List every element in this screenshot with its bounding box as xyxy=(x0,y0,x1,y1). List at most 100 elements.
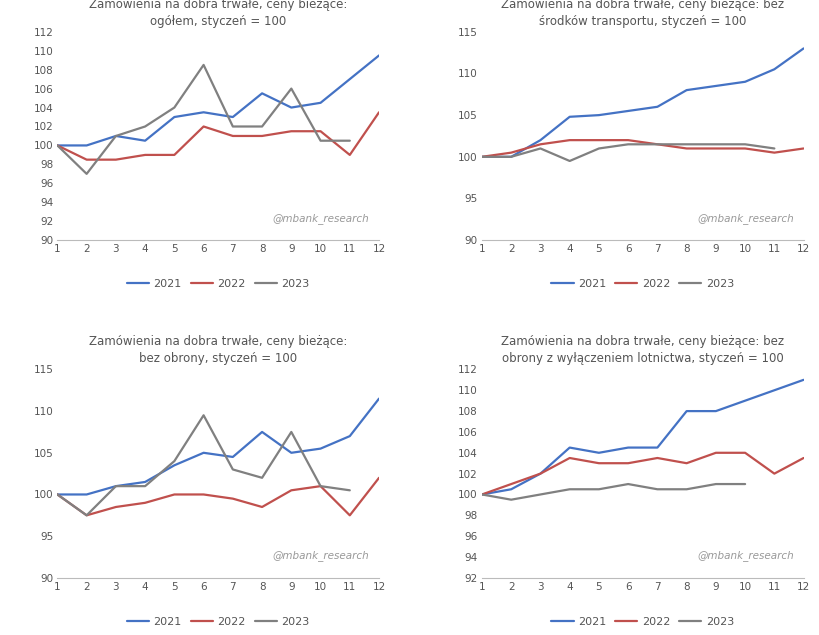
2022 xyxy=(373,474,383,481)
2021 xyxy=(373,395,383,403)
Line: 2022: 2022 xyxy=(482,140,803,157)
2021 xyxy=(535,470,545,478)
2021 xyxy=(768,387,778,394)
2022 xyxy=(286,128,296,135)
2022 xyxy=(798,454,808,462)
2022 xyxy=(505,149,515,156)
2023 xyxy=(505,153,515,161)
2023 xyxy=(710,480,720,488)
2023 xyxy=(681,485,690,493)
Text: @mbank_research: @mbank_research xyxy=(696,551,793,561)
2023 xyxy=(286,428,296,436)
2021 xyxy=(52,491,62,498)
2021 xyxy=(170,462,179,469)
Title: Zamówienia na dobra trwałe, ceny bieżące:
bez obrony, styczeń = 100: Zamówienia na dobra trwałe, ceny bieżące… xyxy=(89,335,347,366)
2022 xyxy=(477,153,486,161)
2022 xyxy=(798,145,808,152)
2022 xyxy=(170,151,179,159)
2021 xyxy=(52,142,62,149)
2021 xyxy=(82,491,92,498)
Line: 2021: 2021 xyxy=(57,55,378,145)
2021 xyxy=(798,44,808,52)
2022 xyxy=(740,145,749,152)
2021 xyxy=(505,485,515,493)
2023 xyxy=(593,145,603,152)
2023 xyxy=(768,145,778,152)
2021 xyxy=(710,407,720,415)
2022 xyxy=(710,145,720,152)
2023 xyxy=(622,140,632,148)
2021 xyxy=(345,76,355,83)
2022 xyxy=(652,140,662,148)
2021 xyxy=(315,99,325,107)
2023 xyxy=(740,480,749,488)
Legend: 2021, 2022, 2023: 2021, 2022, 2023 xyxy=(551,617,733,627)
2021 xyxy=(622,444,632,451)
2023 xyxy=(505,496,515,504)
Legend: 2021, 2022, 2023: 2021, 2022, 2023 xyxy=(127,617,309,627)
2021 xyxy=(286,449,296,457)
2022 xyxy=(111,503,120,511)
2021 xyxy=(140,478,150,486)
2023 xyxy=(564,157,574,165)
2022 xyxy=(228,132,238,140)
2023 xyxy=(345,486,355,494)
2022 xyxy=(593,459,603,467)
2022 xyxy=(198,491,208,498)
2023 xyxy=(198,61,208,69)
2023 xyxy=(315,137,325,145)
Line: 2023: 2023 xyxy=(482,144,773,161)
2022 xyxy=(82,512,92,519)
2021 xyxy=(593,449,603,457)
Text: @mbank_research: @mbank_research xyxy=(272,213,369,224)
2021 xyxy=(286,104,296,111)
Line: 2021: 2021 xyxy=(57,399,378,495)
2022 xyxy=(345,151,355,159)
2022 xyxy=(535,470,545,478)
2021 xyxy=(111,483,120,490)
2022 xyxy=(681,459,690,467)
2023 xyxy=(593,485,603,493)
2021 xyxy=(798,376,808,384)
2023 xyxy=(710,140,720,148)
2021 xyxy=(564,113,574,121)
2023 xyxy=(52,491,62,498)
2023 xyxy=(257,474,267,481)
2021 xyxy=(768,65,778,73)
Line: 2022: 2022 xyxy=(57,112,378,159)
2022 xyxy=(768,470,778,478)
2023 xyxy=(228,123,238,130)
2022 xyxy=(740,449,749,457)
Line: 2022: 2022 xyxy=(482,453,803,495)
2022 xyxy=(52,491,62,498)
2021 xyxy=(622,107,632,115)
Title: Zamówienia na dobra trwałe, ceny bieżące: bez
obrony z wyłączeniem lotnictwa, st: Zamówienia na dobra trwałe, ceny bieżące… xyxy=(500,335,784,366)
2023 xyxy=(111,132,120,140)
2021 xyxy=(681,86,690,94)
2022 xyxy=(710,449,720,457)
2021 xyxy=(652,103,662,110)
2022 xyxy=(257,503,267,511)
2021 xyxy=(257,428,267,436)
Line: 2021: 2021 xyxy=(482,380,803,495)
2023 xyxy=(652,485,662,493)
Legend: 2021, 2022, 2023: 2021, 2022, 2023 xyxy=(551,279,733,289)
2023 xyxy=(257,123,267,130)
2023 xyxy=(82,512,92,519)
2021 xyxy=(228,113,238,121)
2021 xyxy=(710,82,720,90)
2022 xyxy=(622,459,632,467)
2023 xyxy=(170,457,179,465)
2021 xyxy=(82,142,92,149)
2023 xyxy=(228,465,238,473)
2021 xyxy=(315,444,325,452)
2022 xyxy=(315,483,325,490)
2023 xyxy=(681,140,690,148)
2022 xyxy=(52,142,62,149)
2022 xyxy=(198,123,208,130)
2021 xyxy=(373,51,383,59)
Text: @mbank_research: @mbank_research xyxy=(272,551,369,561)
2022 xyxy=(768,149,778,156)
2022 xyxy=(622,137,632,144)
Line: 2023: 2023 xyxy=(57,65,350,174)
